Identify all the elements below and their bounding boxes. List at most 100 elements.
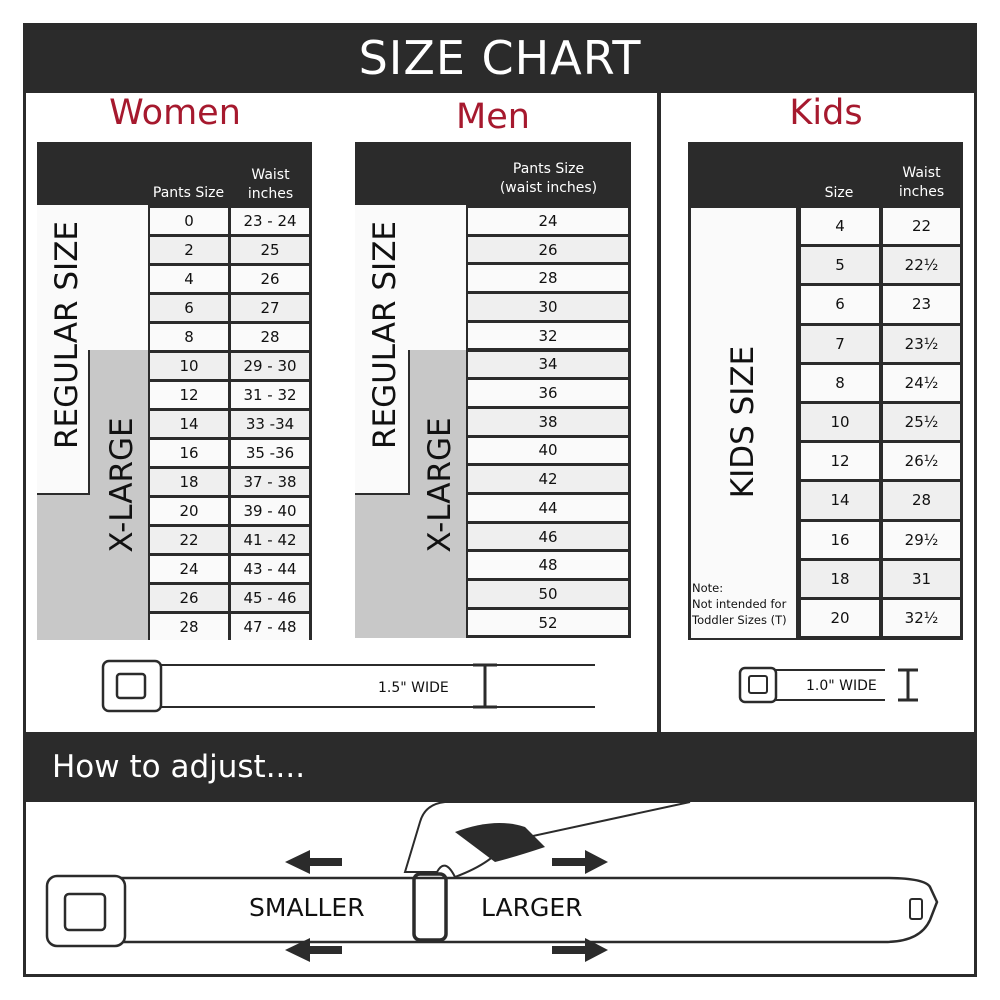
arrow-right-icon [552, 938, 608, 962]
women-cell-waist: 31 - 32 [231, 382, 309, 408]
women-cell-waist: 25 [231, 237, 309, 263]
men-cell-size: 30 [468, 294, 628, 320]
kids-cell-size: 6 [801, 286, 879, 323]
kids-cell-size: 20 [801, 600, 879, 637]
kids-cell-size: 4 [801, 208, 879, 245]
women-cell-size: 2 [150, 237, 228, 263]
women-cell-size: 28 [150, 614, 228, 640]
adjust-belt-illustration [45, 802, 939, 948]
kids-cell-size: 14 [801, 482, 879, 519]
men-cell-size: 46 [468, 523, 628, 550]
page-title: SIZE CHART [23, 23, 977, 93]
smaller-label: SMALLER [249, 893, 365, 922]
kids-cell-waist: 31 [883, 560, 960, 597]
women-cell-waist: 37 - 38 [231, 469, 309, 495]
men-cell-size: 34 [468, 351, 628, 378]
women-col-header-size: Pants Size [152, 185, 225, 201]
men-cell-size: 32 [468, 322, 628, 349]
men-cell-size: 38 [468, 408, 628, 435]
kids-cell-waist: 22½ [883, 247, 960, 284]
women-belt-width: 1.5" WIDE [378, 680, 449, 696]
kids-cell-waist: 25½ [883, 404, 960, 441]
kids-cell-waist: 32½ [883, 600, 960, 637]
women-cell-size: 12 [150, 382, 228, 408]
men-heading: Men [456, 97, 530, 137]
adjust-heading: How to adjust.... [23, 732, 977, 802]
kids-cell-waist: 23 [883, 286, 960, 323]
arrow-left-icon [285, 938, 342, 962]
kids-cell-waist: 29½ [883, 521, 960, 558]
men-xlarge-label: X-LARGE [422, 417, 458, 553]
women-regular-region [37, 350, 90, 495]
section-divider [657, 93, 661, 733]
women-cell-waist: 39 - 40 [231, 498, 309, 524]
women-cell-size: 6 [150, 295, 228, 321]
women-regular-label: REGULAR SIZE [49, 220, 85, 450]
women-cell-size: 24 [150, 556, 228, 582]
women-cell-size: 4 [150, 266, 228, 292]
kids-size-region [691, 208, 796, 638]
kids-size-label: KIDS SIZE [725, 345, 761, 499]
kids-cell-size: 7 [801, 325, 879, 362]
women-size-table: Pants Size Waist inches REGULAR SIZE X-L… [37, 142, 312, 640]
adjust-arrows [285, 850, 608, 962]
kids-col-header-waist: Waist inches [898, 165, 945, 200]
women-cell-size: 0 [150, 208, 228, 234]
men-cell-size: 28 [468, 265, 628, 292]
larger-label: LARGER [481, 893, 583, 922]
men-regular-region [355, 350, 410, 495]
kids-cell-size: 16 [801, 521, 879, 558]
women-cell-size: 22 [150, 527, 228, 553]
kids-cell-waist: 23½ [883, 325, 960, 362]
men-regular-label: REGULAR SIZE [367, 220, 403, 450]
kids-cell-size: 10 [801, 404, 879, 441]
women-cell-waist: 26 [231, 266, 309, 292]
kids-cell-waist: 28 [883, 482, 960, 519]
kids-cell-waist: 24½ [883, 364, 960, 401]
kids-belt-width: 1.0" WIDE [806, 678, 877, 694]
kids-cell-size: 5 [801, 247, 879, 284]
arrow-right-icon [552, 850, 608, 874]
women-belt-illustration [101, 659, 595, 713]
women-cell-size: 18 [150, 469, 228, 495]
women-cell-size: 26 [150, 585, 228, 611]
women-cell-size: 10 [150, 353, 228, 379]
men-cell-size: 44 [468, 495, 628, 521]
kids-cell-size: 18 [801, 560, 879, 597]
women-cell-size: 16 [150, 440, 228, 466]
women-cell-waist: 23 - 24 [231, 208, 309, 234]
men-cell-size: 36 [468, 380, 628, 406]
men-cell-size: 40 [468, 437, 628, 464]
men-col-header-size: Pants Size (waist inches) [499, 161, 598, 196]
women-cell-waist: 28 [231, 324, 309, 350]
men-cell-size: 26 [468, 236, 628, 263]
men-size-table: Pants Size (waist inches) REGULAR SIZE X… [355, 142, 631, 638]
women-cell-waist: 35 -36 [231, 440, 309, 466]
women-cell-waist: 27 [231, 295, 309, 321]
kids-size-table: Size Waist inches KIDS SIZE Note: Not in… [688, 142, 963, 640]
women-col-header-waist: Waist inches [247, 167, 294, 202]
kids-col-header-size: Size [824, 185, 854, 201]
women-xlarge-label: X-LARGE [104, 417, 140, 553]
women-heading: Women [109, 93, 241, 133]
women-cell-waist: 45 - 46 [231, 585, 309, 611]
men-cell-size: 48 [468, 552, 628, 579]
women-cell-size: 14 [150, 411, 228, 437]
men-cell-size: 42 [468, 466, 628, 492]
women-cell-size: 20 [150, 498, 228, 524]
men-cell-size: 52 [468, 609, 628, 636]
kids-cell-size: 8 [801, 364, 879, 401]
women-cell-waist: 47 - 48 [231, 614, 309, 640]
women-cell-waist: 41 - 42 [231, 527, 309, 553]
men-cell-size: 24 [468, 208, 628, 234]
arrow-left-icon [285, 850, 342, 874]
women-cell-waist: 29 - 30 [231, 353, 309, 379]
kids-cell-size: 12 [801, 443, 879, 480]
kids-cell-waist: 26½ [883, 443, 960, 480]
women-cell-waist: 43 - 44 [231, 556, 309, 582]
kids-cell-waist: 22 [883, 208, 960, 245]
men-cell-size: 50 [468, 581, 628, 607]
kids-toddler-note: Note: Not intended for Toddler Sizes (T) [692, 581, 787, 627]
women-cell-waist: 33 -34 [231, 411, 309, 437]
kids-heading: Kids [789, 93, 863, 133]
